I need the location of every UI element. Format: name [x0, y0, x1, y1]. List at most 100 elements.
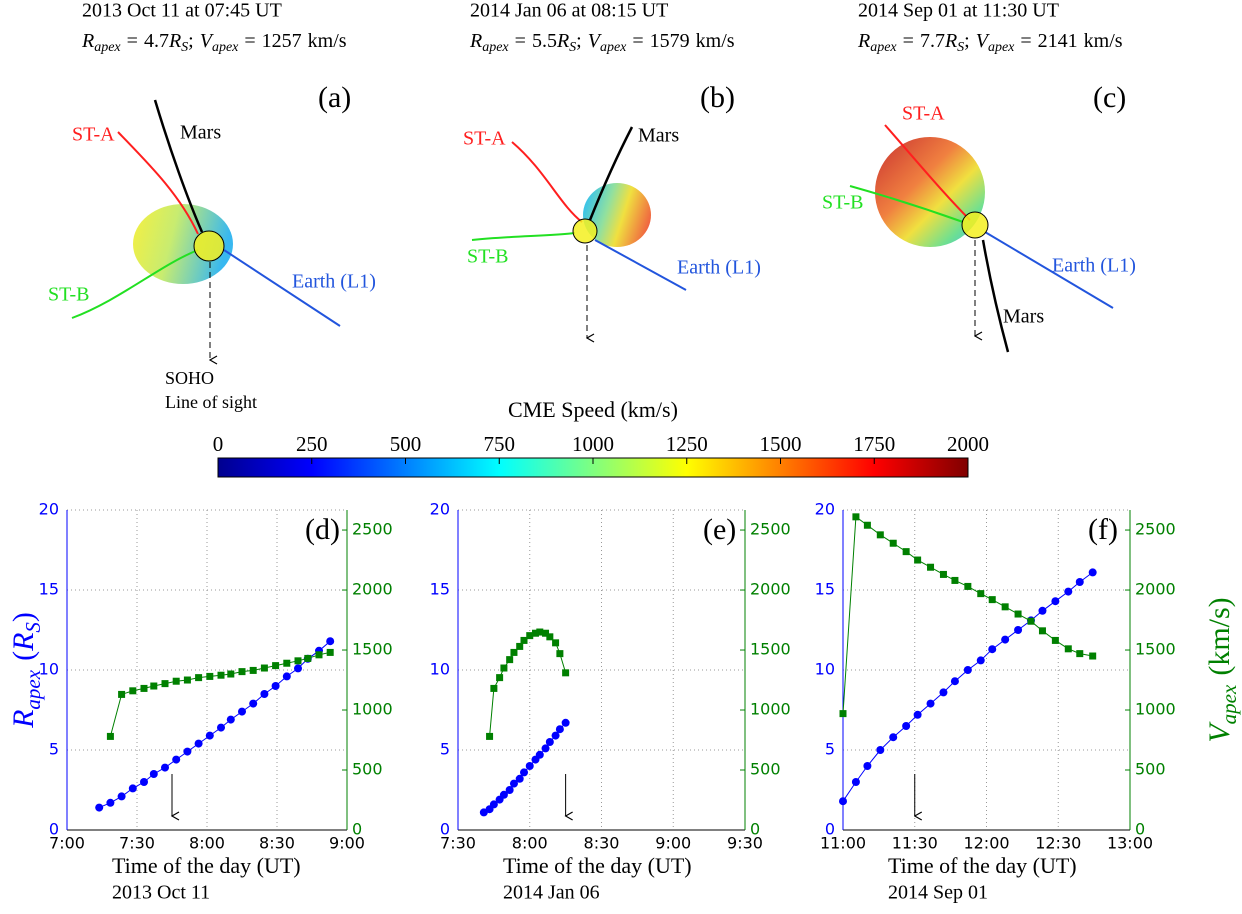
panel-stats: Rapex = 4.7RS; Vapex = 1257 km/s: [81, 30, 347, 56]
trajectory: [71, 249, 199, 319]
text-part: 1579: [650, 30, 690, 52]
panel-stats: Rapex = 5.5RS; Vapex = 1579 km/s: [469, 30, 735, 56]
trajectory-label: Earth (L1): [1052, 255, 1136, 277]
data-point: [976, 656, 985, 665]
data-point: [326, 648, 334, 656]
series-line: [842, 571, 1093, 802]
data-point: [249, 699, 258, 708]
data-point: [1051, 597, 1060, 606]
text-part: =: [632, 30, 643, 52]
text-part: apex: [212, 40, 239, 55]
text-part: =: [515, 30, 526, 52]
data-point: [183, 747, 192, 756]
data-point: [926, 699, 935, 708]
text-part: ): [7, 612, 40, 622]
y-tick-label: 10: [430, 660, 450, 679]
trajectory: [984, 231, 1114, 309]
data-point: [150, 682, 158, 690]
text-part: km/s: [696, 30, 735, 52]
text-part: V: [1203, 721, 1236, 743]
y-tick-label: 0: [825, 820, 835, 839]
data-point: [172, 755, 181, 764]
x-tick-label: 9:30: [727, 834, 763, 853]
data-point: [863, 762, 872, 770]
cme-sphere: [133, 204, 233, 284]
text-part: km/s: [1084, 30, 1123, 52]
trajectory: [471, 232, 576, 241]
trajectory: [117, 131, 199, 235]
data-point: [851, 778, 860, 786]
x-tick-label: 11:30: [892, 834, 938, 853]
y2-tick-label: 0: [352, 820, 362, 839]
text-part: (km/s): [1203, 597, 1236, 675]
series-line: [489, 631, 567, 737]
data-point: [161, 680, 169, 688]
y2-tick-label: 2500: [352, 520, 393, 539]
date-label: 2014 Jan 06: [503, 882, 600, 904]
panel-stats: Rapex = 7.7RS; Vapex = 2141 km/s: [857, 30, 1123, 56]
data-point: [876, 531, 884, 539]
text-part: S: [181, 40, 188, 55]
data-point: [490, 684, 498, 692]
trajectory-label: ST-A: [463, 128, 506, 150]
data-point: [294, 664, 302, 673]
data-point: [876, 746, 885, 754]
series-line: [842, 515, 1093, 714]
data-point: [839, 797, 847, 806]
trajectory-label: ST-B: [467, 246, 509, 268]
text-part: R: [81, 30, 94, 52]
data-point: [106, 732, 114, 740]
text-part: V: [200, 30, 215, 52]
trajectory: [594, 239, 687, 291]
data-point: [1088, 568, 1097, 577]
x-tick-label: 9:00: [329, 834, 365, 853]
trajectory: [223, 249, 341, 327]
data-point: [95, 803, 104, 812]
data-point: [950, 677, 959, 686]
date-label: 2013 Oct 11: [112, 882, 210, 904]
x-tick-label: 8:30: [584, 834, 620, 853]
text-part: km/s: [308, 30, 347, 52]
text-part: 5.5: [532, 30, 557, 52]
data-point: [1075, 578, 1084, 586]
text-part: R: [7, 710, 40, 729]
data-point: [500, 664, 508, 672]
data-point: [545, 738, 554, 746]
data-point: [520, 768, 529, 777]
text-part: S: [957, 40, 964, 55]
text-part: 7.7: [920, 30, 945, 52]
y2-tick-label: 2500: [1135, 520, 1176, 539]
sun: [572, 218, 598, 244]
data-point: [552, 639, 560, 647]
x-tick-label: 11:00: [820, 834, 866, 853]
y-tick-label: 5: [49, 740, 59, 759]
x-tick-label: 8:00: [512, 834, 548, 853]
text-part: ;: [188, 30, 194, 52]
text-part: ;: [964, 30, 970, 52]
data-point: [129, 687, 137, 695]
colorbar-tick-label: 750: [484, 432, 516, 456]
trajectory-label: ST-A: [72, 124, 115, 146]
data-point: [556, 650, 564, 658]
trajectory-label: ST-B: [48, 284, 90, 306]
text-part: (: [7, 651, 40, 661]
y2-tick-label: 0: [750, 820, 760, 839]
text-part: =: [1020, 30, 1031, 52]
data-point: [889, 733, 898, 742]
data-point: [531, 629, 539, 637]
data-point: [496, 674, 504, 682]
data-point: [927, 563, 935, 571]
data-point: [1027, 617, 1035, 625]
x-tick-label: 8:30: [259, 834, 295, 853]
text-part: R: [7, 633, 40, 652]
trajectory-label: Mars: [638, 125, 679, 147]
data-point: [913, 710, 922, 719]
trajectory-label: ST-B: [822, 192, 864, 214]
text-part: 2141: [1038, 30, 1078, 52]
data-point: [195, 674, 203, 682]
text-part: apex: [1217, 684, 1241, 724]
x-axis-label: Time of the day (UT): [112, 853, 301, 878]
data-point: [839, 710, 847, 718]
data-point: [118, 690, 126, 698]
